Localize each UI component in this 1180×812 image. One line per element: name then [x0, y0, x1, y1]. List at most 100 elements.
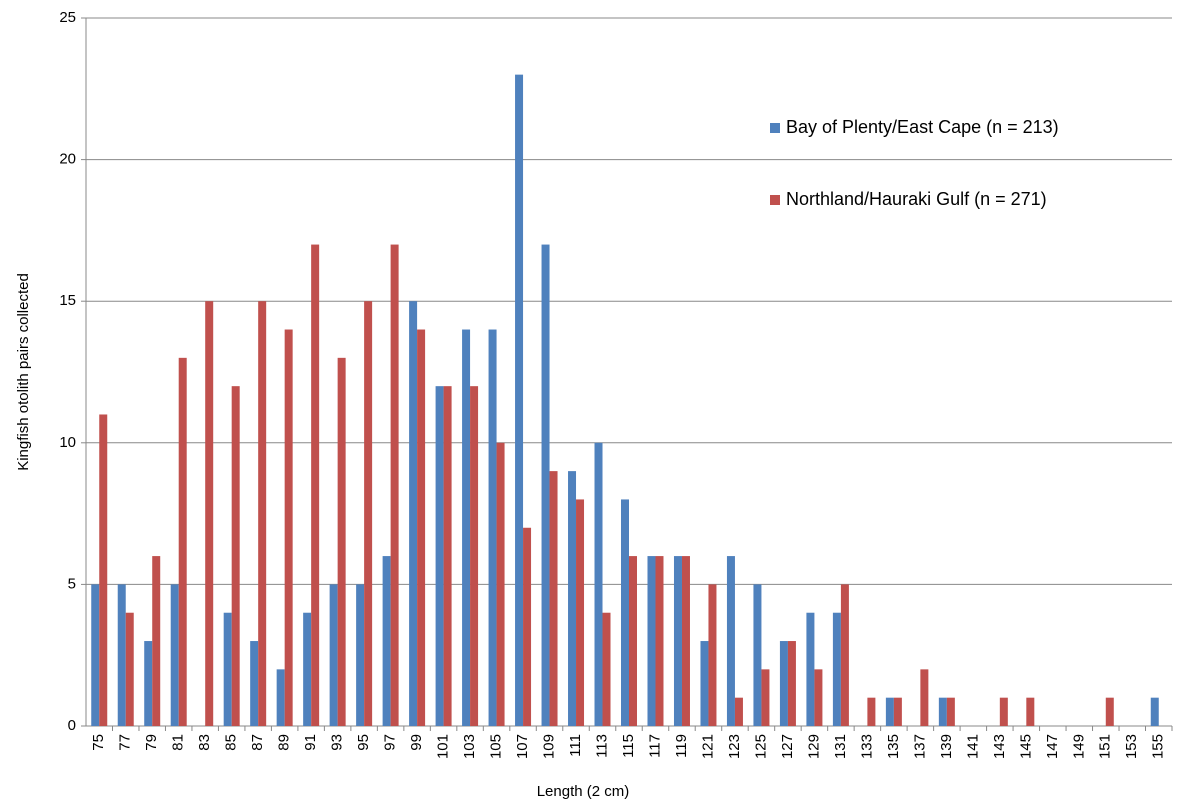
x-tick-label: 99	[408, 734, 425, 751]
x-tick-label: 127	[779, 734, 796, 759]
bar	[117, 584, 126, 726]
bar	[787, 641, 796, 726]
x-tick-label: 93	[329, 734, 346, 751]
bar	[647, 556, 656, 726]
x-tick-label: 81	[170, 734, 187, 751]
bar	[356, 584, 365, 726]
y-axis-label: Kingfish otolith pairs collected	[15, 273, 32, 471]
bar	[885, 697, 894, 726]
bar	[938, 697, 947, 726]
x-tick-label: 95	[355, 734, 372, 751]
bar	[568, 471, 577, 726]
bar	[893, 697, 902, 726]
bar	[125, 612, 134, 726]
x-tick-label: 145	[1017, 734, 1034, 759]
bar	[382, 556, 391, 726]
bar	[443, 386, 452, 726]
bar	[205, 301, 214, 726]
x-tick-label: 135	[885, 734, 902, 759]
x-tick-label: 79	[143, 734, 160, 751]
x-tick-label: 121	[699, 734, 716, 759]
bar	[284, 329, 293, 726]
x-tick-label: 75	[90, 734, 107, 751]
x-tick-label: 85	[223, 734, 240, 751]
y-tick-label: 25	[59, 9, 76, 26]
bar	[549, 471, 558, 726]
bar	[99, 414, 108, 726]
bar	[629, 556, 637, 726]
x-tick-label: 123	[726, 734, 743, 759]
bar	[655, 556, 664, 726]
x-tick-label: 105	[488, 734, 505, 759]
bar	[602, 612, 611, 726]
x-tick-label: 77	[117, 734, 134, 751]
bar	[541, 244, 550, 726]
bar	[303, 612, 312, 726]
y-tick-label: 10	[59, 434, 76, 451]
bar	[223, 612, 232, 726]
x-tick-label: 117	[646, 734, 663, 758]
bar	[152, 556, 161, 726]
bar	[337, 357, 346, 726]
bar	[1105, 697, 1114, 726]
bar	[91, 584, 100, 726]
x-tick-label: 87	[249, 734, 266, 751]
bar	[276, 669, 285, 726]
x-tick-label: 97	[382, 734, 399, 751]
bar	[496, 442, 505, 726]
x-tick-label: 89	[276, 734, 293, 751]
bar	[840, 584, 849, 726]
bar	[832, 612, 841, 726]
bar	[470, 386, 479, 726]
x-tick-label: 155	[1150, 734, 1167, 759]
x-tick-label: 109	[541, 734, 558, 759]
bar	[753, 584, 762, 726]
bar	[594, 442, 603, 726]
bar	[806, 612, 815, 726]
bar	[761, 669, 770, 726]
x-tick-label: 119	[673, 734, 690, 758]
bar	[779, 641, 788, 726]
y-tick-label: 20	[59, 151, 76, 168]
bar	[329, 584, 338, 726]
x-tick-label: 141	[964, 734, 981, 759]
x-tick-label: 83	[196, 734, 213, 751]
bar	[576, 499, 585, 726]
y-tick-label: 0	[68, 717, 76, 734]
bar	[523, 527, 532, 726]
legend-label: Northland/Hauraki Gulf (n = 271)	[786, 189, 1047, 209]
legend-swatch	[770, 123, 780, 133]
x-tick-label: 111	[567, 734, 584, 757]
bar	[364, 301, 373, 726]
bar	[250, 641, 259, 726]
x-tick-label: 101	[435, 734, 452, 759]
bar	[681, 556, 690, 726]
bar	[920, 669, 929, 726]
bar	[621, 499, 629, 726]
bar	[734, 697, 743, 726]
y-tick-label: 5	[68, 575, 76, 592]
legend-swatch	[770, 195, 780, 205]
bar	[515, 74, 524, 726]
bar	[170, 584, 179, 726]
legend-label: Bay of Plenty/East Cape (n = 213)	[786, 117, 1059, 137]
x-tick-label: 91	[302, 734, 319, 751]
x-tick-label: 151	[1097, 734, 1114, 759]
x-tick-label: 137	[911, 734, 928, 759]
bar	[144, 641, 153, 726]
bar	[231, 386, 240, 726]
bar	[178, 357, 187, 726]
x-tick-label: 143	[991, 734, 1008, 759]
bar	[726, 556, 735, 726]
bar	[814, 669, 823, 726]
bar	[258, 301, 267, 726]
x-axis-label: Length (2 cm)	[537, 783, 630, 800]
x-tick-label: 115	[620, 734, 637, 758]
bar	[462, 329, 471, 726]
bar	[435, 386, 444, 726]
x-tick-label: 125	[752, 734, 769, 759]
bar	[999, 697, 1008, 726]
bar	[708, 584, 717, 726]
bar	[311, 244, 320, 726]
